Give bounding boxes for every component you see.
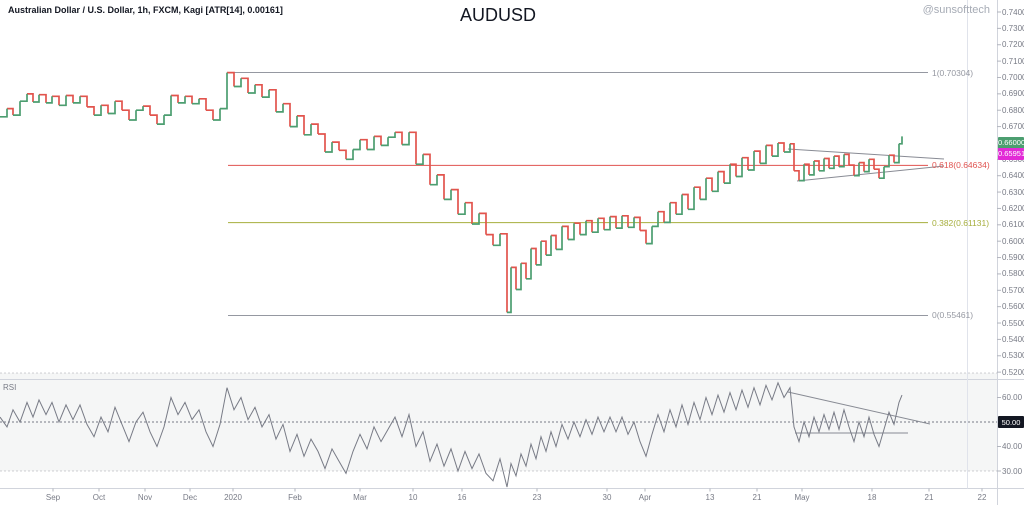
price-tick-label: 0.71000 (1002, 56, 1024, 66)
price-tick-label: 0.70000 (1002, 72, 1024, 82)
symbol-description[interactable]: Australian Dollar / U.S. Dollar, 1h, FXC… (8, 5, 283, 15)
rsi-indicator-label[interactable]: RSI (3, 383, 17, 392)
kagi-down-path[interactable] (7, 71, 895, 313)
price-tick-label: 0.57000 (1002, 285, 1024, 295)
time-tick-label: 21 (924, 493, 934, 502)
rsi-tick-label: 40.00 (1002, 442, 1023, 451)
time-tick-label: Nov (137, 493, 153, 502)
time-tick-label: Oct (92, 493, 106, 502)
price-tick-label: 0.74000 (1002, 7, 1024, 17)
price-tick-label: 0.59000 (1002, 253, 1024, 263)
fib-level-label: 0.382(0.61131) (932, 217, 990, 228)
price-tick-label: 0.68000 (1002, 105, 1024, 115)
page-title: AUDUSD (459, 5, 536, 25)
last-price-badge: 0.66000 (998, 136, 1024, 149)
fib-level-label: 0.618(0.64634) (932, 160, 990, 171)
time-tick-label: 21 (752, 493, 762, 502)
fib-level-label: 0(0.55461) (932, 310, 974, 321)
time-tick-label: 16 (457, 493, 467, 502)
price-tick-label: 0.55000 (1002, 318, 1024, 328)
price-tick-label: 0.62000 (1002, 203, 1024, 213)
price-tick-label: 0.72000 (1002, 40, 1024, 50)
price-tick-label: 0.61000 (1002, 220, 1024, 230)
time-tick-label: Mar (353, 493, 367, 502)
price-tick-label: 0.58000 (1002, 269, 1024, 279)
price-tick-label: 0.53000 (1002, 351, 1024, 361)
price-tick-label: 0.69000 (1002, 89, 1024, 99)
price-tick-label: 0.67000 (1002, 122, 1024, 132)
time-tick-label: 23 (532, 493, 542, 502)
time-tick-label: Sep (45, 493, 61, 502)
rsi-tick-label: 60.00 (1002, 393, 1023, 402)
kagi-up-path[interactable] (0, 72, 903, 314)
price-tick-label: 0.64000 (1002, 171, 1024, 181)
time-tick-label: 30 (602, 493, 612, 502)
price-tick-label: 0.54000 (1002, 334, 1024, 344)
price-tick-label: 0.63000 (1002, 187, 1024, 197)
time-tick-label: 13 (705, 493, 715, 502)
time-tick-label: May (794, 493, 810, 502)
rsi-line[interactable] (0, 381, 903, 488)
time-tick-label: Apr (638, 493, 652, 502)
drawing-price-badge: 0.65951 (998, 147, 1024, 160)
time-tick-label: 22 (977, 493, 987, 502)
time-tick-label: 2020 (224, 493, 242, 502)
price-tick-label: 0.56000 (1002, 302, 1024, 312)
time-tick-label: Feb (288, 493, 302, 502)
trendline[interactable] (787, 391, 931, 425)
rsi-tick-label: 30.00 (1002, 466, 1023, 476)
trendline[interactable] (796, 165, 945, 182)
watermark: @sunsofttech (922, 4, 990, 16)
price-tick-label: 0.52000 (1002, 367, 1024, 377)
price-tick-label: 0.73000 (1002, 23, 1024, 33)
time-tick-label: 10 (408, 493, 418, 502)
fib-level-label: 1(0.70304) (932, 67, 974, 78)
rsi-value-badge: 50.00 (998, 416, 1024, 428)
time-tick-label: Dec (182, 493, 198, 502)
trendline[interactable] (787, 148, 945, 160)
time-tick-label: 18 (867, 493, 877, 502)
